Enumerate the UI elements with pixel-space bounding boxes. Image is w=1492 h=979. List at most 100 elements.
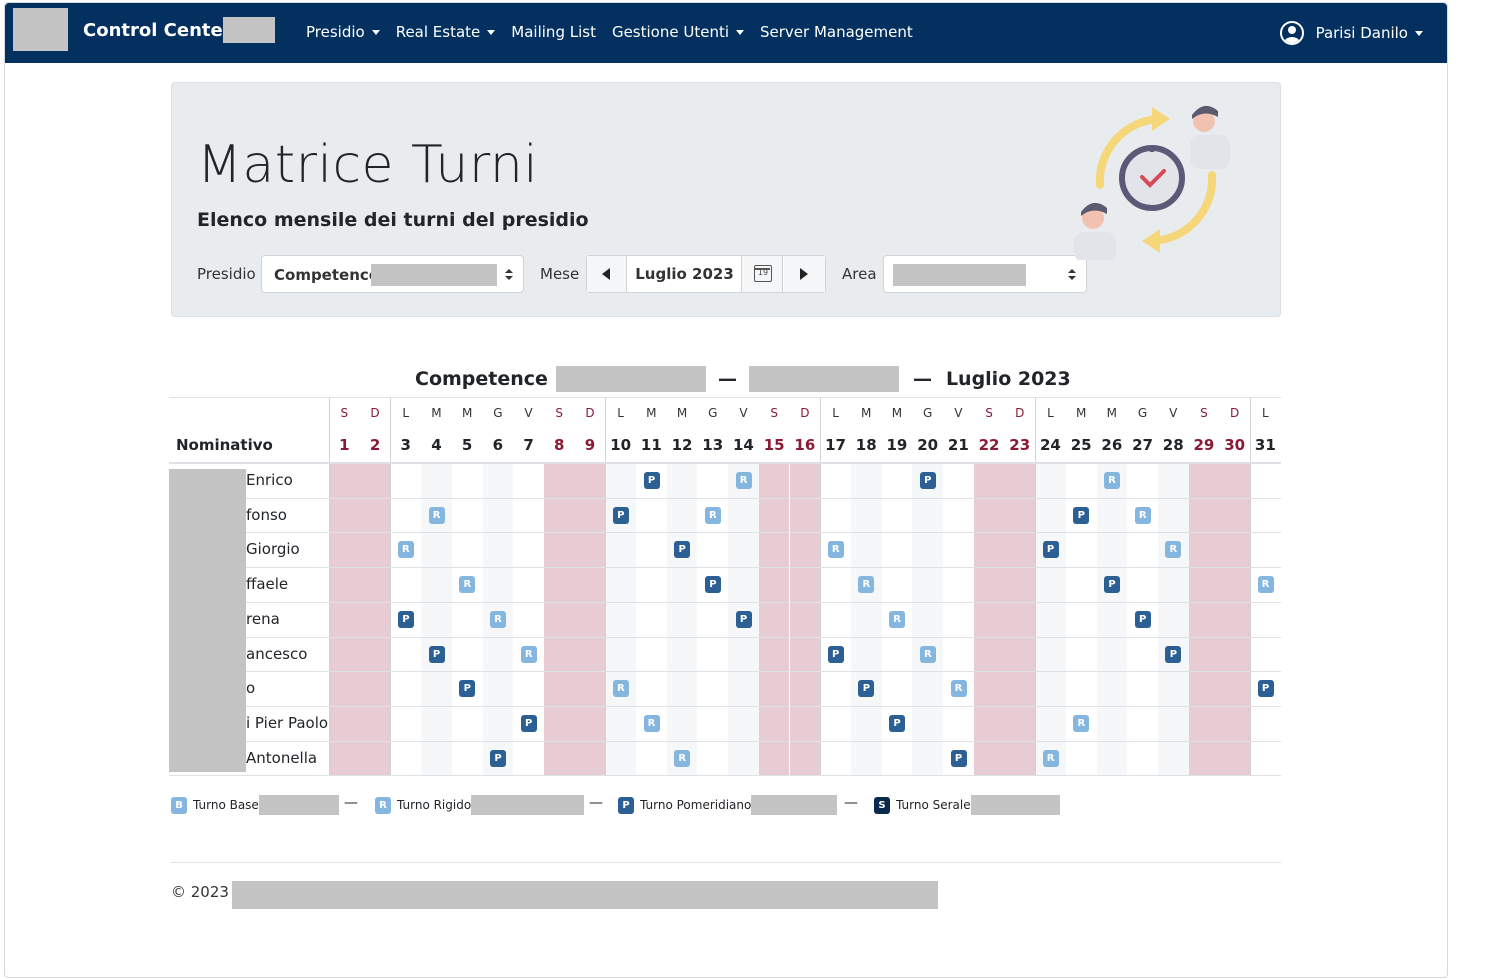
day-number-header: 13 [702, 436, 724, 454]
shift-badge-p[interactable]: P [643, 472, 660, 489]
shift-badge-r[interactable]: R [397, 541, 414, 559]
footer-divider [171, 862, 1281, 863]
footer-redacted [232, 881, 938, 909]
shift-badge-p[interactable]: P [1165, 645, 1182, 663]
day-number-header: 22 [978, 436, 1000, 454]
day-column-bg [820, 463, 851, 775]
caret-down-icon [1415, 30, 1423, 36]
day-number-header: 14 [733, 436, 754, 454]
shift-badge-r[interactable]: R [735, 472, 752, 489]
shift-badge-r[interactable]: R [889, 610, 906, 628]
shift-badge-p[interactable]: P [674, 541, 691, 559]
matrix-title-presidio: Competence [415, 368, 548, 390]
legend-redacted [751, 795, 838, 815]
brand-title[interactable]: Control Center [83, 20, 232, 41]
shift-badge-r[interactable]: R [704, 506, 721, 524]
shift-badge-r[interactable]: R [827, 541, 844, 559]
shift-badge-r[interactable]: R [919, 645, 936, 663]
shift-badge-p[interactable]: P [704, 576, 721, 594]
shift-badge-p[interactable]: P [889, 714, 906, 732]
shift-badge-r[interactable]: R [428, 506, 445, 524]
row-divider [169, 775, 1281, 777]
shift-badge-r[interactable]: R [490, 610, 506, 628]
shift-badge-p[interactable]: P [735, 610, 752, 628]
shift-badge-p[interactable]: P [490, 749, 506, 767]
shift-badge-r[interactable]: R [643, 714, 660, 732]
shift-badge-r[interactable]: R [1165, 541, 1182, 559]
area-select[interactable] [883, 255, 1087, 293]
shift-badge-p[interactable]: P [1257, 680, 1274, 698]
shift-badge-r[interactable]: R [1134, 506, 1151, 524]
shift-badge-r[interactable]: R [1073, 714, 1090, 732]
shift-badge-r[interactable]: R [858, 576, 875, 594]
shift-badge-r[interactable]: R [674, 749, 691, 767]
day-column-bg [1250, 463, 1281, 775]
weekday-header: G [922, 406, 933, 420]
nav-item-real-estate[interactable]: Real Estate [396, 23, 496, 41]
shift-badge-r[interactable]: R [459, 576, 476, 594]
shift-badge-p[interactable]: P [397, 610, 414, 628]
shift-badge-p[interactable]: P [1134, 610, 1151, 628]
day-number-header: 1 [339, 436, 350, 454]
shift-badge-p[interactable]: P [1042, 541, 1059, 559]
day-column-bg [850, 463, 882, 776]
shift-badge-p[interactable]: P [827, 645, 844, 663]
day-number-header: 8 [554, 436, 565, 454]
shift-badge-r[interactable]: R [1104, 472, 1120, 489]
day-column-bg [1219, 463, 1250, 776]
month-value[interactable]: Luglio 2023 [635, 265, 734, 283]
user-menu[interactable]: Parisi Danilo [1279, 21, 1423, 45]
nav-item-server-management[interactable]: Server Management [760, 23, 913, 41]
weekday-header: M [861, 406, 872, 420]
nav-item-mailing-list[interactable]: Mailing List [511, 23, 596, 41]
legend-item-s: S Turno Serale [874, 795, 1060, 815]
shift-badge-p[interactable]: P [858, 680, 875, 698]
day-number-header: 31 [1254, 436, 1276, 454]
nav-item-gestione-utenti[interactable]: Gestione Utenti [612, 23, 744, 41]
shift-badge-p[interactable]: P [520, 714, 537, 732]
shift-badge-p[interactable]: P [612, 506, 629, 524]
presidio-select[interactable]: Competence [261, 255, 524, 293]
shift-badge-p[interactable]: P [459, 680, 476, 698]
day-column-bg [1035, 463, 1066, 776]
legend-separator: — [589, 795, 603, 811]
legend-separator: — [344, 795, 358, 811]
prev-month-button[interactable] [587, 256, 627, 292]
row-divider [169, 497, 1281, 499]
weekday-header: S [1200, 406, 1208, 420]
calendar-button[interactable]: 19 [741, 256, 783, 292]
weekday-header: M [646, 406, 657, 420]
shift-badge-r[interactable]: R [520, 645, 537, 663]
matrix-title: Competence — — Luglio 2023 [415, 366, 1071, 392]
weekday-header: D [800, 406, 810, 420]
shift-badge-p[interactable]: P [950, 749, 967, 767]
next-month-button[interactable] [784, 256, 825, 292]
shift-badge-r[interactable]: R [1042, 749, 1059, 767]
legend-redacted [258, 795, 339, 815]
shift-badge-r[interactable]: R [950, 680, 967, 698]
day-column-bg [1157, 463, 1189, 776]
weekday-header: M [1106, 406, 1118, 420]
logo-redacted[interactable] [13, 8, 68, 51]
shift-badge-r[interactable]: R [612, 680, 629, 698]
legend-item-b: B Turno Base [171, 795, 339, 815]
nav-item-presidio[interactable]: Presidio [306, 23, 380, 41]
shift-badge-p[interactable]: P [1104, 576, 1120, 594]
caret-down-icon [736, 29, 744, 35]
matrix-title-sep-2: — [912, 368, 932, 390]
employee-name: fonso [246, 505, 287, 524]
day-number-header: 11 [640, 436, 662, 454]
day-number-header: 5 [461, 436, 473, 454]
shift-badge-p[interactable]: P [428, 645, 445, 663]
brand-redacted [223, 17, 275, 43]
legend-badge-p: P [618, 796, 634, 814]
row-divider [169, 636, 1281, 638]
weekday-header: D [1015, 406, 1025, 420]
shift-badge-p[interactable]: P [919, 472, 936, 489]
shift-badge-p[interactable]: P [1073, 506, 1090, 524]
caret-down-icon [371, 29, 380, 35]
day-number-header: 19 [886, 436, 908, 454]
footer-copyright: © 2023 - [171, 883, 240, 901]
shift-badge-r[interactable]: R [1257, 576, 1274, 594]
day-number-header: 29 [1193, 436, 1215, 454]
